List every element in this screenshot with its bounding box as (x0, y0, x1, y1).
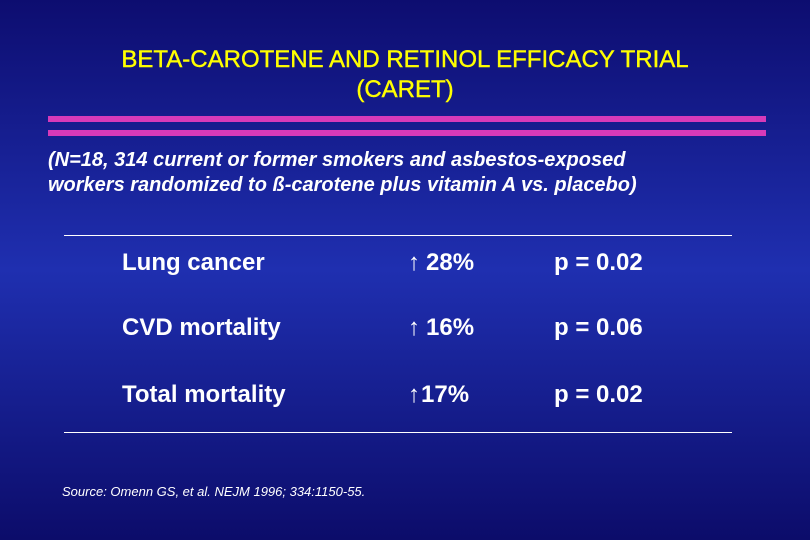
p-value: p = 0.06 (554, 314, 643, 341)
p-value: p = 0.02 (554, 249, 643, 276)
p-value: p = 0.02 (554, 381, 643, 408)
result-row-total-mortality: Total mortality ↑17% p = 0.02 (0, 381, 810, 415)
up-arrow-icon: ↑ (408, 314, 420, 341)
change-percent: 17% (421, 381, 470, 408)
change-value: ↑17% (408, 381, 469, 409)
up-arrow-icon: ↑ (408, 381, 420, 408)
change-value: ↑ 28% (408, 249, 474, 277)
study-description-line-1: (N=18, 314 current or former smokers and… (48, 149, 626, 171)
slide-title: BETA-CAROTENE AND RETINOL EFFICACY TRIAL… (0, 45, 810, 105)
result-row-cvd-mortality: CVD mortality ↑ 16% p = 0.06 (0, 314, 810, 348)
title-line-1: BETA-CAROTENE AND RETINOL EFFICACY TRIAL (121, 46, 689, 73)
change-value: ↑ 16% (408, 314, 474, 342)
results-bottom-rule (64, 432, 732, 433)
outcome-label: Total mortality (122, 381, 286, 408)
result-row-lung-cancer: Lung cancer ↑ 28% p = 0.02 (0, 249, 810, 283)
title-divider-top (48, 116, 766, 122)
outcome-label: CVD mortality (122, 314, 281, 341)
study-description: (N=18, 314 current or former smokers and… (48, 148, 788, 198)
results-top-rule (64, 235, 732, 236)
up-arrow-icon: ↑ (408, 249, 420, 276)
change-percent: 28% (426, 249, 475, 276)
study-description-line-2: workers randomized to ß-carotene plus vi… (48, 174, 637, 196)
change-percent: 16% (426, 314, 475, 341)
outcome-label: Lung cancer (122, 249, 265, 276)
title-line-2: (CARET) (356, 76, 454, 103)
source-citation: Source: Omenn GS, et al. NEJM 1996; 334:… (62, 484, 366, 499)
title-divider-bottom (48, 130, 766, 136)
